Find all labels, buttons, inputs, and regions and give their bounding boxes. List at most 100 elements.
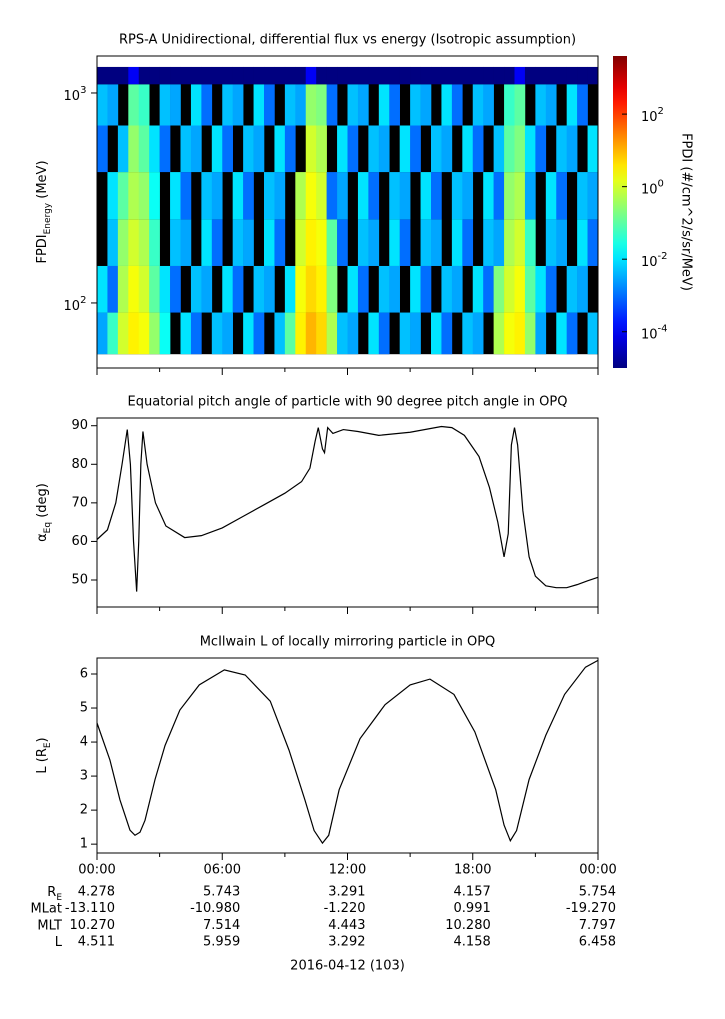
colorbar-tick-label: 102: [641, 106, 664, 125]
heatmap-cell: [524, 265, 536, 313]
y-axis-label: αEq (deg): [35, 483, 53, 542]
y-tick-label: 5: [80, 701, 88, 716]
heatmap-cell: [378, 84, 390, 126]
heatmap-cell: [545, 66, 557, 85]
heatmap-cell: [462, 66, 474, 85]
heatmap-cell: [483, 219, 494, 266]
heatmap-cell: [117, 219, 129, 266]
heatmap-cell: [493, 66, 505, 85]
ephemeris-row-label: MLat: [30, 901, 62, 916]
heatmap-cell: [170, 84, 181, 126]
heatmap-cell: [389, 172, 400, 220]
heatmap-cell: [368, 172, 380, 220]
heatmap-cell: [357, 84, 369, 126]
heatmap-cell: [201, 265, 213, 313]
heatmap-cell: [316, 66, 327, 85]
heatmap-cell: [514, 172, 526, 220]
heatmap-cell: [493, 219, 505, 266]
heatmap-cell: [170, 66, 181, 85]
y-label-unit: ): [35, 737, 50, 742]
heatmap-cell: [577, 265, 588, 313]
heatmap-cell: [504, 172, 515, 220]
heatmap-cell: [326, 312, 338, 355]
heatmap-cell: [180, 312, 192, 355]
heatmap-cell: [190, 312, 202, 355]
heatmap-cell: [577, 219, 588, 266]
heatmap-cell: [211, 172, 223, 220]
heatmap-cell: [410, 125, 421, 173]
y-tick-label-exponent: 3: [80, 85, 86, 96]
heatmap-cell: [462, 219, 474, 266]
heatmap-cell: [180, 172, 192, 220]
heatmap-cell: [420, 84, 432, 126]
y-label-unit: (MeV): [35, 160, 50, 202]
data-line: [96, 425, 599, 592]
heatmap-cell: [441, 312, 453, 355]
heatmap-cell: [504, 125, 515, 173]
heatmap-cell: [524, 172, 536, 220]
heatmap-cell: [368, 125, 380, 173]
heatmap-cell: [159, 312, 171, 355]
ephemeris-value: -1.220: [324, 901, 366, 916]
heatmap-cell: [472, 312, 484, 355]
heatmap-cell: [284, 265, 296, 313]
y-tick-label: 102: [64, 295, 87, 314]
heatmap-cell: [274, 172, 286, 220]
ephemeris-value: 4.278: [78, 885, 115, 900]
heatmap-cell: [420, 265, 432, 313]
heatmap-cell: [357, 66, 369, 85]
heatmap-cell: [117, 66, 129, 85]
ephemeris-row-label: L: [55, 935, 63, 950]
heatmap-cell: [378, 312, 390, 355]
ephemeris-value: 3.292: [328, 935, 365, 950]
heatmap-cell: [97, 66, 108, 85]
heatmap-cell: [587, 66, 599, 85]
heatmap-cell: [107, 66, 119, 85]
heatmap-cell: [326, 84, 338, 126]
heatmap-cell: [274, 219, 286, 266]
ephemeris-row-label: RE: [47, 885, 62, 903]
heatmap-cell: [201, 84, 213, 126]
ephemeris-value: -13.110: [65, 901, 115, 916]
heatmap-cell: [264, 84, 275, 126]
y-label-text: α: [35, 533, 50, 542]
y-tick-label: 1: [80, 837, 88, 852]
heatmap-cell: [451, 265, 463, 313]
heatmap-cell: [556, 125, 567, 173]
y-axis-label: L (RE): [35, 737, 53, 773]
heatmap-cell: [138, 84, 150, 126]
heatmap-cell: [274, 66, 286, 85]
x-tick-label: 06:00: [204, 863, 241, 878]
heatmap-cell: [441, 66, 453, 85]
heatmap-cell: [243, 66, 254, 85]
heatmap-cell: [389, 84, 400, 126]
heatmap-cell: [483, 172, 494, 220]
heatmap-cell: [483, 66, 494, 85]
heatmap-cell: [159, 265, 171, 313]
heatmap-cell: [347, 265, 359, 313]
heatmap-cell: [316, 265, 327, 313]
heatmap-cell: [107, 219, 119, 266]
heatmap-cell: [347, 66, 359, 85]
heatmap-cell: [222, 66, 233, 85]
heatmap-cell: [504, 265, 515, 313]
heatmap-cell: [253, 84, 265, 126]
heatmap-cell: [284, 312, 296, 355]
heatmap-cell: [441, 125, 453, 173]
heatmap-cell: [284, 84, 296, 126]
heatmap-cell: [399, 172, 411, 220]
heatmap-cell: [232, 172, 244, 220]
heatmap-cell: [316, 312, 327, 355]
heatmap-cell: [138, 265, 150, 313]
heatmap-cell: [545, 172, 557, 220]
heatmap-cell: [472, 265, 484, 313]
heatmap-cell: [410, 312, 421, 355]
ephemeris-value: 4.443: [328, 918, 365, 933]
heatmap-cell: [97, 125, 108, 173]
heatmap-cell: [97, 84, 108, 126]
heatmap-cell: [253, 312, 265, 355]
colorbar-tick-label-exponent: 0: [658, 179, 664, 190]
heatmap-cell: [337, 172, 348, 220]
heatmap-cell: [431, 172, 442, 220]
heatmap-cell: [295, 219, 307, 266]
